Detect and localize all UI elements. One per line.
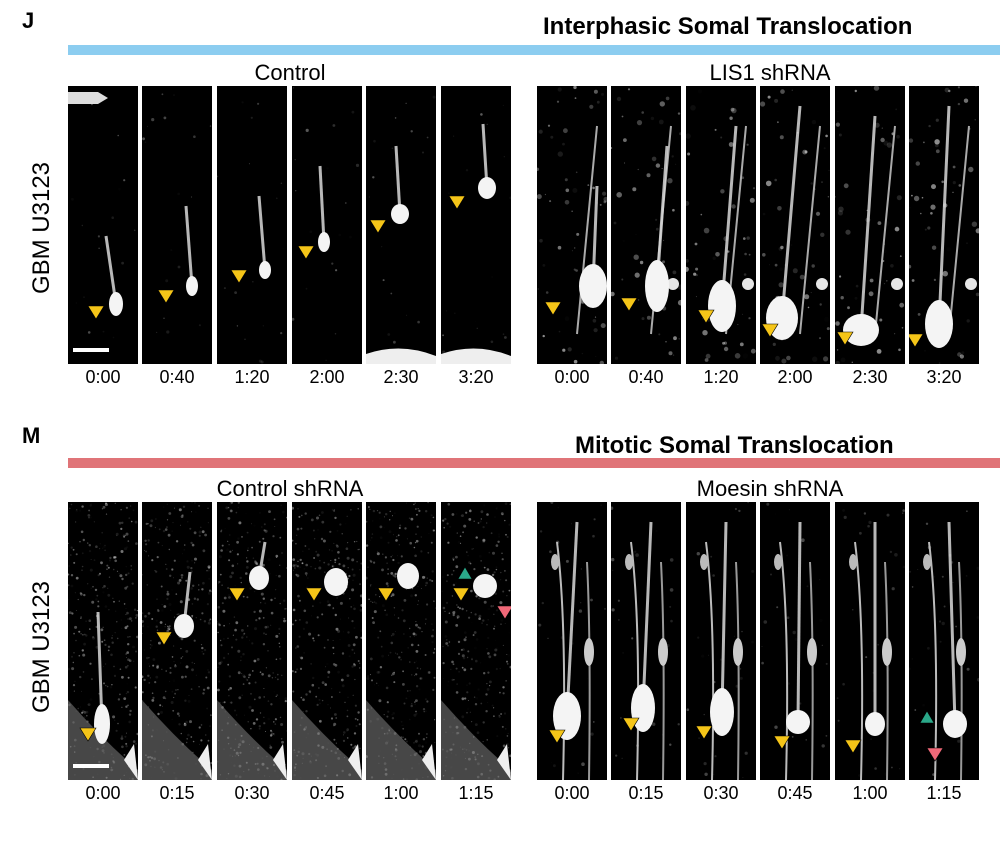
microscopy-frame (686, 86, 756, 364)
microscopy-frame (68, 86, 138, 364)
panel-letter-m: M (22, 423, 41, 448)
microscopy-frame (760, 502, 830, 780)
microscopy-frame (142, 86, 212, 364)
microscopy-frame (611, 502, 681, 780)
microscopy-frame (292, 86, 362, 364)
timestamp-label: 0:45 (309, 783, 345, 803)
microscopy-frame (142, 502, 212, 780)
microscopy-frame (537, 502, 607, 780)
microscopy-frame (217, 86, 287, 364)
timestamp-label: 0:00 (85, 783, 121, 803)
panel-j-row-label: GBM U3123 (28, 161, 55, 295)
microscopy-frame (366, 502, 436, 780)
timestamp-label: 1:00 (383, 783, 419, 803)
timestamp-label: 2:30 (383, 367, 419, 387)
timestamp-label: 0:40 (628, 367, 664, 387)
panel-m-row-label: GBM U3123 (28, 580, 55, 714)
panel-j-color-bar (68, 45, 1000, 55)
microscopy-frame (909, 502, 979, 780)
microscopy-frame (441, 86, 511, 364)
timestamp-label: 1:20 (234, 367, 270, 387)
panel-m-left-group-label: Control shRNA (216, 476, 364, 501)
microscopy-frame (441, 502, 511, 780)
timestamp-label: 1:00 (852, 783, 888, 803)
timestamp-label: 0:00 (554, 783, 590, 803)
timestamp-label: 0:15 (159, 783, 195, 803)
timestamp-label: 0:30 (703, 783, 739, 803)
microscopy-frame (686, 502, 756, 780)
panel-j-title: Interphasic Somal Translocation (543, 13, 913, 40)
microscopy-frame (835, 502, 905, 780)
microscopy-frame (292, 502, 362, 780)
timestamp-label: 1:20 (703, 367, 739, 387)
panel-m-color-bar (68, 458, 1000, 468)
timestamp-label: 3:20 (926, 367, 962, 387)
microscopy-frame (537, 86, 607, 364)
timestamp-label: 1:15 (926, 783, 962, 803)
timestamp-label: 1:15 (458, 783, 494, 803)
microscopy-frame (760, 86, 830, 364)
microscopy-frame (366, 86, 436, 364)
panel-m-title: Mitotic Somal Translocation (575, 432, 894, 459)
microscopy-frame (835, 86, 905, 364)
microscopy-frame (909, 86, 979, 364)
microscopy-frame (68, 502, 138, 780)
panel-j-left-group-label: Control (254, 60, 326, 85)
timestamp-label: 0:45 (777, 783, 813, 803)
panel-m-right-group-label: Moesin shRNA (696, 476, 844, 501)
timestamp-label: 0:00 (554, 367, 590, 387)
timestamp-label: 0:30 (234, 783, 270, 803)
timestamp-label: 2:00 (309, 367, 345, 387)
timestamp-label: 0:00 (85, 367, 121, 387)
timestamp-label: 0:15 (628, 783, 664, 803)
microscopy-frame (217, 502, 287, 780)
timestamp-label: 2:30 (852, 367, 888, 387)
timestamp-label: 2:00 (777, 367, 813, 387)
timestamp-label: 3:20 (458, 367, 494, 387)
panel-j-right-group-label: LIS1 shRNA (709, 60, 831, 85)
panel-letter-j: J (22, 8, 35, 33)
microscopy-frame (611, 86, 681, 364)
timestamp-label: 0:40 (159, 367, 195, 387)
